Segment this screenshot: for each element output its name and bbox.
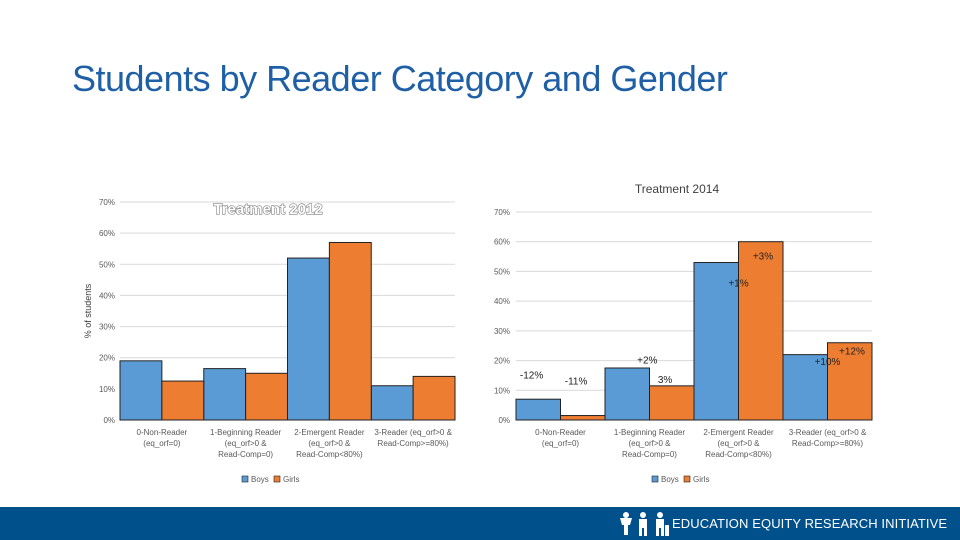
x-category-label: 0-Non-Reader (eq_orf=0)	[137, 428, 188, 448]
y-tick-label: 70%	[99, 198, 115, 207]
data-annotation: +10%	[815, 357, 841, 368]
x-category-label-line: (eq_orf=0)	[542, 439, 579, 448]
y-tick-label: 10%	[494, 386, 510, 395]
legend-swatch-girls	[683, 475, 691, 483]
y-tick-label: 70%	[494, 208, 510, 217]
x-category-label-line: (eq_orf>0 &	[628, 439, 671, 448]
x-category-label-line: (eq_orf=0)	[143, 439, 180, 448]
bar-boys-3	[693, 262, 739, 421]
footer-bar: EDUCATION EQUITY RESEARCH INITIATIVE	[0, 507, 960, 540]
bar-boys-1	[119, 360, 163, 421]
legend-label-boys: Boys	[661, 475, 679, 484]
bar-boys-4	[782, 354, 828, 421]
y-tick-label: 40%	[494, 297, 510, 306]
legend-swatch-girls	[273, 475, 281, 483]
bar-boys-2	[203, 368, 247, 421]
x-category-label: 2-Emergent Reader (eq_orf>0 & Read-Comp<80…	[703, 428, 774, 459]
x-category-label: 3-Reader (eq_orf>0 & Read-Comp>=80%)	[374, 428, 452, 448]
bar-girls-4	[827, 342, 873, 421]
chart-treatment-2014: 0% 10% 20% 30% 40% 50% 60% 70% Treatment 2014 0-N…	[494, 182, 873, 484]
legend-swatch-boys	[651, 475, 659, 483]
x-category-label-line: Read-Comp<80%)	[705, 450, 772, 459]
legend-label-girls: Girls	[283, 475, 299, 484]
legend-label-girls: Girls	[693, 475, 709, 484]
bar-girls-2	[245, 372, 288, 421]
x-category-label: 2-Emergent Reader (eq_orf>0 & Read-Comp<80…	[294, 428, 365, 459]
x-category-label-line: 1-Beginning Reader	[210, 428, 281, 437]
y-tick-label: 40%	[99, 291, 115, 300]
x-category-label-line: 3-Reader (eq_orf>0 &	[789, 428, 867, 437]
x-category-label-line: 1-Beginning Reader	[614, 428, 685, 437]
data-annotation: -12%	[520, 370, 543, 381]
x-category-label: 3-Reader (eq_orf>0 & Read-Comp>=80%)	[789, 428, 867, 448]
data-annotation: +1%	[728, 278, 748, 289]
data-annotation: +12%	[839, 347, 865, 358]
y-tick-label: 50%	[494, 267, 510, 276]
bar-boys-1	[515, 398, 561, 421]
x-category-label-line: (eq_orf>0 &	[225, 439, 268, 448]
y-axis-label: % of students	[83, 283, 93, 338]
x-category-label-line: Read-Comp<80%)	[296, 450, 363, 459]
x-category-label-line: 0-Non-Reader	[535, 428, 586, 437]
bar-girls-2	[649, 385, 695, 421]
legend-label-boys: Boys	[251, 475, 269, 484]
y-tick-label: 50%	[99, 260, 115, 269]
y-tick-label: 20%	[99, 354, 115, 363]
y-tick-label: 20%	[494, 357, 510, 366]
bar-girls-1	[161, 380, 205, 421]
data-annotation: 3%	[658, 375, 673, 386]
y-tick-label: 10%	[99, 385, 115, 394]
data-annotation: +3%	[753, 252, 773, 263]
chart-treatment-2012: 0% 10% 20% 30% 40% 50% 60% 70% Treatment 2012 % o…	[83, 198, 456, 484]
x-category-label-line: (eq_orf>0 &	[308, 439, 351, 448]
bar-boys-3	[287, 257, 330, 421]
x-category-label-line: Read-Comp=0)	[218, 450, 273, 459]
people-figures-icon	[620, 512, 669, 536]
x-category-label-line: 2-Emergent Reader	[294, 428, 365, 437]
bar-girls-4	[412, 375, 456, 421]
x-category-label-line: Read-Comp>=80%)	[378, 439, 449, 448]
data-annotation: +2%	[637, 356, 657, 367]
x-category-label-line: Read-Comp=0)	[622, 450, 677, 459]
y-tick-label: 0%	[103, 416, 115, 425]
x-category-label: 1-Beginning Reader (eq_orf>0 & Read-Comp=0…	[614, 428, 685, 459]
y-tick-label: 30%	[494, 327, 510, 336]
x-category-label-line: 3-Reader (eq_orf>0 &	[374, 428, 452, 437]
x-category-label: 0-Non-Reader (eq_orf=0)	[535, 428, 586, 448]
x-category-label-line: Read-Comp>=80%)	[792, 439, 863, 448]
bar-girls-3	[738, 241, 784, 421]
x-category-label: 1-Beginning Reader (eq_orf>0 & Read-Comp=0…	[210, 428, 281, 459]
x-category-label-line: 2-Emergent Reader	[703, 428, 774, 437]
legend-swatch-boys	[241, 475, 249, 483]
chart-title: Treatment 2014	[635, 182, 720, 196]
chart-title: Treatment 2012	[213, 201, 322, 218]
y-tick-label: 30%	[99, 323, 115, 332]
footer-text: EDUCATION EQUITY RESEARCH INITIATIVE	[672, 516, 948, 531]
data-annotation: -11%	[565, 376, 588, 387]
bar-boys-4	[370, 385, 414, 421]
bar-girls-3	[328, 241, 372, 421]
x-category-label-line: (eq_orf>0 &	[717, 439, 760, 448]
bar-boys-2	[604, 367, 650, 421]
slide-title: Students by Reader Category and Gender	[72, 58, 728, 99]
x-category-label-line: 0-Non-Reader	[137, 428, 188, 437]
y-tick-label: 60%	[99, 229, 115, 238]
y-tick-label: 60%	[494, 238, 510, 247]
y-tick-label: 0%	[498, 416, 510, 425]
bar-girls-1	[560, 415, 606, 421]
